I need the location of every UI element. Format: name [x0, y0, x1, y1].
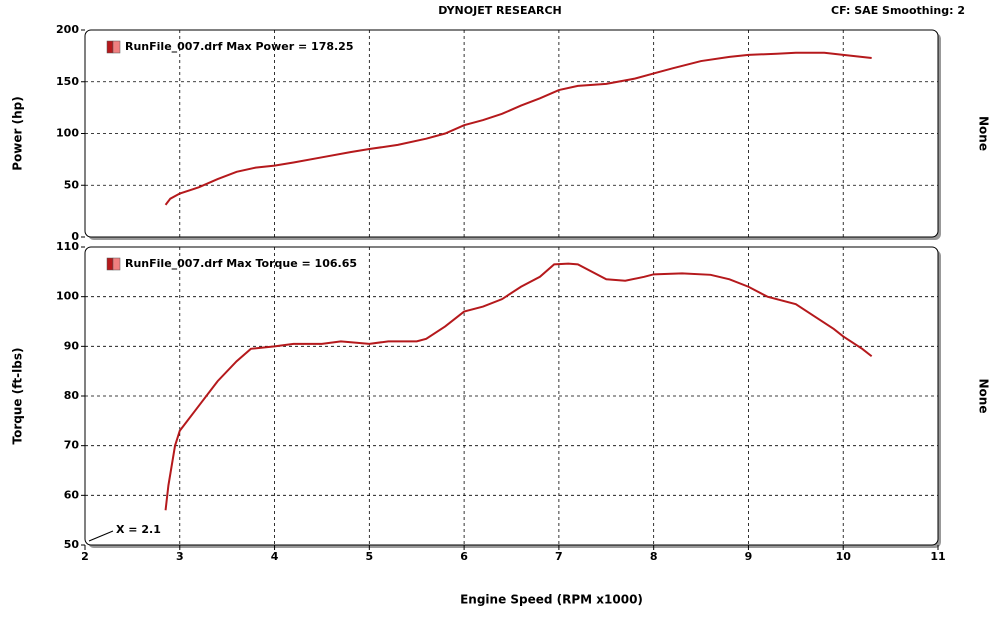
data-line	[164, 51, 872, 206]
right-label: None	[977, 379, 991, 414]
y-tick-label: 50	[64, 178, 80, 191]
data-line	[164, 262, 873, 511]
x-axis-label: Engine Speed (RPM x1000)	[460, 593, 643, 607]
x-tick-label: 7	[555, 550, 563, 563]
y-tick-label: 90	[64, 339, 80, 352]
y-tick-label: 0	[71, 230, 79, 243]
legend-label: RunFile_007.drf Max Torque = 106.65	[125, 257, 357, 270]
x-tick-label: 4	[271, 550, 279, 563]
right-label: None	[977, 116, 991, 151]
legend-swatch	[112, 257, 121, 271]
y-axis-label: Torque (ft-lbs)	[11, 348, 25, 445]
x-tick-label: 6	[460, 550, 468, 563]
legend-swatch	[112, 40, 121, 54]
y-tick-label: 110	[56, 240, 79, 253]
y-tick-label: 60	[64, 488, 80, 501]
x-tick-label: 5	[366, 550, 374, 563]
x-tick-label: 10	[836, 550, 852, 563]
header-settings: CF: SAE Smoothing: 2	[831, 4, 965, 17]
y-tick-label: 70	[64, 439, 80, 452]
y-axis-label: Power (hp)	[11, 96, 25, 170]
legend-swatch	[106, 257, 114, 271]
x-tick-label: 9	[745, 550, 753, 563]
y-tick-label: 150	[56, 75, 79, 88]
y-tick-label: 50	[64, 538, 80, 551]
y-tick-label: 100	[56, 127, 79, 140]
annotation: X = 2.1	[116, 523, 161, 536]
legend-label: RunFile_007.drf Max Power = 178.25	[125, 40, 354, 53]
legend-swatch	[106, 40, 114, 54]
annotation-pointer	[88, 530, 114, 542]
x-tick-label: 8	[650, 550, 658, 563]
y-tick-label: 80	[64, 389, 80, 402]
x-tick-label: 2	[81, 550, 89, 563]
y-tick-label: 200	[56, 23, 79, 36]
y-tick-label: 100	[56, 290, 79, 303]
x-tick-label: 11	[930, 550, 945, 563]
header-title: DYNOJET RESEARCH	[438, 4, 561, 17]
x-tick-label: 3	[176, 550, 184, 563]
